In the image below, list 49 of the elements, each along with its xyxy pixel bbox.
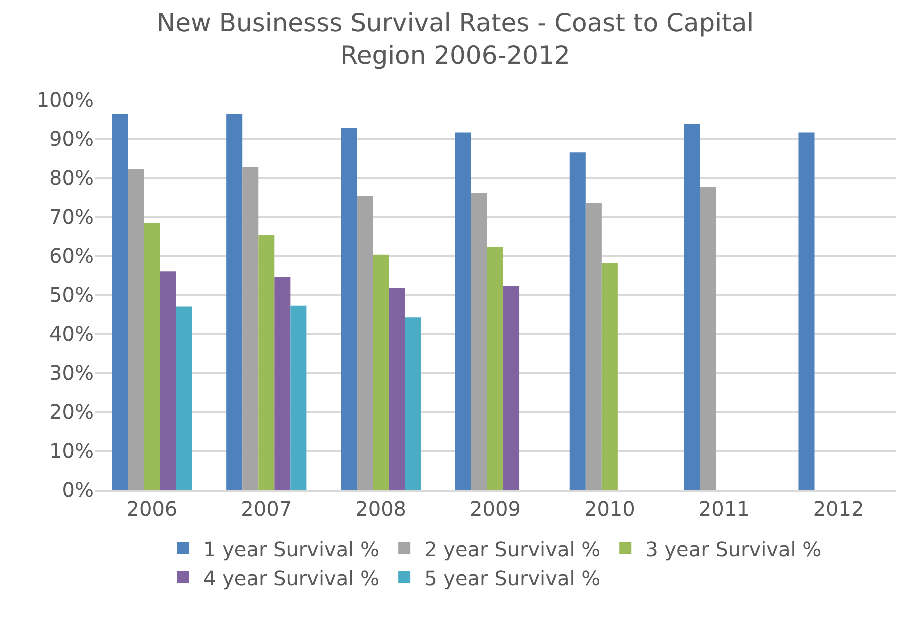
y-tick-label: 100% (36, 88, 94, 112)
x-tick-label: 2007 (241, 496, 292, 521)
bar (357, 196, 374, 490)
y-tick-label: 40% (50, 322, 94, 346)
bar (226, 114, 243, 490)
bar (144, 223, 160, 490)
y-tick-label: 20% (50, 400, 94, 424)
y-tick-label: 90% (50, 127, 94, 151)
bar (405, 318, 422, 490)
bar (160, 272, 176, 490)
bar (684, 124, 700, 490)
bar (602, 263, 618, 490)
y-tick-label: 80% (50, 166, 94, 190)
x-tick-label: 2006 (126, 496, 178, 521)
legend-label: 5 year Survival % (424, 566, 601, 590)
y-tick-label: 50% (50, 283, 94, 307)
bar (373, 254, 390, 490)
bar (389, 288, 406, 490)
x-tick-label: 2012 (813, 496, 864, 521)
legend-label: 4 year Survival % (204, 566, 380, 590)
bar (341, 128, 358, 490)
bar (455, 132, 472, 490)
legend-label: 3 year Survival % (646, 537, 822, 562)
y-tick-label: 70% (50, 205, 94, 229)
chart-title: New Businesss Survival Rates - Coast to Capital Region 2006-2012 (156, 8, 754, 70)
legend-label: 1 year Survival % (204, 537, 380, 562)
bar (290, 306, 307, 490)
bar (471, 193, 488, 490)
x-tick-label: 2008 (356, 496, 407, 521)
x-tick-label: 2010 (584, 496, 636, 521)
bar (242, 167, 259, 490)
y-tick-label: 10% (50, 439, 94, 463)
bar (274, 277, 291, 490)
bar (586, 203, 602, 490)
bar (570, 152, 586, 490)
x-tick-label: 2009 (470, 496, 521, 521)
legend-label: 2 year Survival % (424, 537, 601, 562)
y-tick-label: 30% (50, 361, 94, 385)
x-tick-label: 2011 (698, 496, 750, 521)
bar (504, 286, 520, 490)
bar (112, 114, 128, 490)
bar (700, 187, 716, 490)
bar (258, 235, 275, 490)
bar (487, 247, 504, 490)
bar (128, 169, 144, 490)
y-tick-label: 0% (62, 478, 94, 502)
y-tick-label: 60% (50, 244, 94, 268)
bar (798, 132, 815, 490)
bar (176, 306, 192, 490)
